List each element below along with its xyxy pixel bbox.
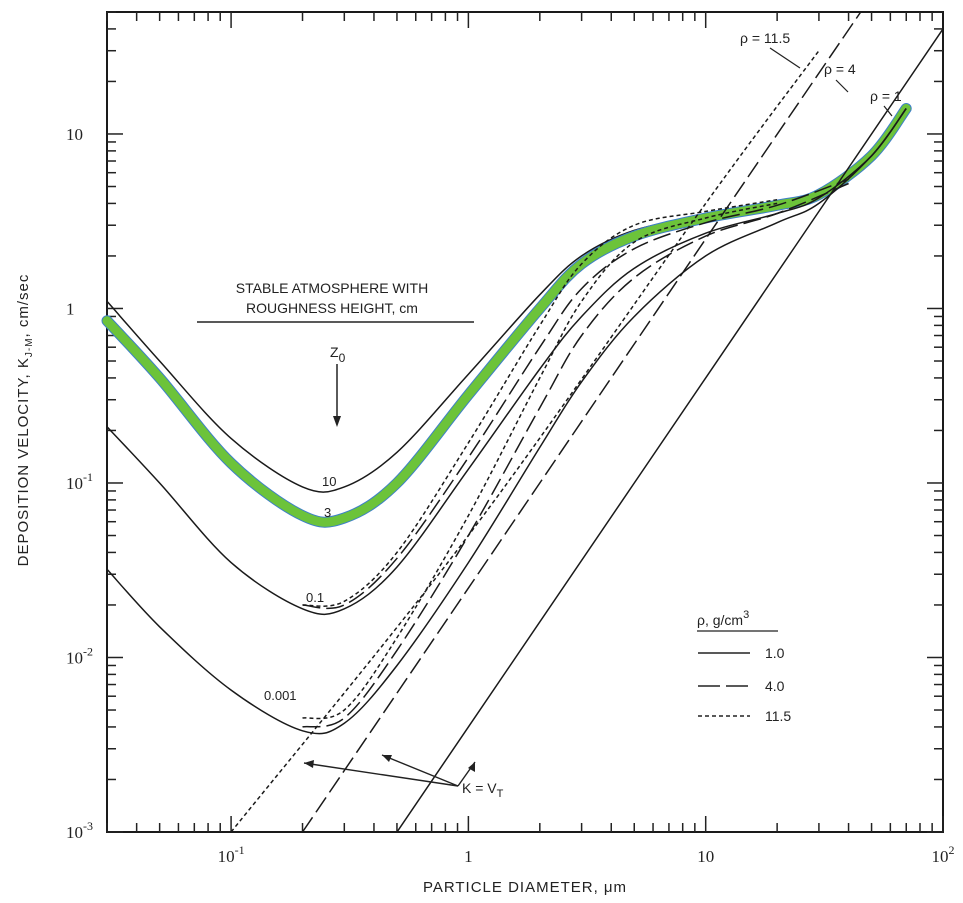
x-tick-label: 1 xyxy=(464,847,473,866)
kvt-arrow-heads xyxy=(304,755,475,772)
series-curve-z0-10-rho-1 xyxy=(106,108,907,493)
legend-label-2: 4.0 xyxy=(765,678,785,694)
density-label-arrows xyxy=(769,47,893,117)
y-tick-label: 10-2 xyxy=(66,644,93,667)
series-curve-z0-0.1-rho-11.5 xyxy=(302,198,778,607)
y-tick-label: 10 xyxy=(66,125,83,144)
legend: ρ, g/cm3 1.0 4.0 11.5 xyxy=(697,609,791,724)
x-tick-label: 10 xyxy=(697,847,714,866)
x-tick-label: 10-1 xyxy=(218,843,245,866)
curve-label-3: 3 xyxy=(324,505,331,520)
legend-label-1: 1.0 xyxy=(765,645,785,661)
series-curve-z0-0.1-rho-1 xyxy=(106,108,907,616)
series-curves xyxy=(101,11,944,833)
density-label-4: ρ = 4 xyxy=(824,61,856,77)
z0-subscript: 0 xyxy=(339,351,346,365)
legend-title: ρ, g/cm3 xyxy=(697,609,749,628)
series-curve-highlight xyxy=(102,104,911,527)
y-axis-unit: , cm/sec xyxy=(15,274,32,338)
z0-label: Z0 xyxy=(330,344,346,365)
curve-label-10: 10 xyxy=(322,474,336,489)
series-curve-z0-K=VT-rho-11.5 xyxy=(230,50,820,833)
annotation-line-2: ROUGHNESS HEIGHT, cm xyxy=(246,300,418,316)
y-tick-label: 1 xyxy=(66,299,75,318)
z0-arrow-head xyxy=(333,416,341,427)
density-label-1: ρ = 1 xyxy=(870,88,902,104)
legend-label-3: 11.5 xyxy=(765,708,791,724)
series-curve-z0-0.1-rho-4 xyxy=(302,178,849,610)
axis-ticks xyxy=(106,11,944,833)
series-curve-z0-0.001-rho-1 xyxy=(106,108,907,735)
series-curve-z0-K=VT-rho-1 xyxy=(396,28,944,833)
axis-tick-labels: 10-1 1 10 102 10-3 10-2 10-1 1 10 xyxy=(66,125,955,866)
y-axis-title: DEPOSITION VELOCITY, KJ-M, cm/sec xyxy=(15,274,35,567)
x-axis-title: PARTICLE DIAMETER, μm xyxy=(423,879,627,896)
curve-label-0.001: 0.001 xyxy=(264,688,297,703)
x-tick-label: 102 xyxy=(932,843,955,866)
y-tick-label: 10-1 xyxy=(66,470,93,493)
kvt-subscript: T xyxy=(497,788,504,800)
y-tick-label: 10-3 xyxy=(66,819,93,842)
series-curve-z0-0.001-rho-11.5 xyxy=(302,202,778,720)
annotation-line-1: STABLE ATMOSPHERE WITH xyxy=(236,280,428,296)
plot-frame xyxy=(106,11,944,833)
density-label-11.5: ρ = 11.5 xyxy=(740,30,790,46)
series-curve-z0-K=VT-rho-4 xyxy=(301,11,862,833)
series-curve-z0-0.001-rho-4 xyxy=(302,182,849,728)
curve-label-0.1: 0.1 xyxy=(306,590,324,605)
y-axis-subscript: J-M xyxy=(24,337,35,357)
kvt-label: K = VT xyxy=(462,780,504,800)
legend-title-superscript: 3 xyxy=(743,609,749,621)
